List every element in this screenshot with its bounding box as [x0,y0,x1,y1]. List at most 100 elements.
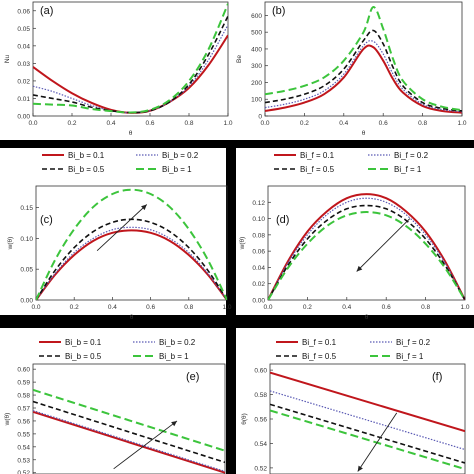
chart-panel-4: 0.52 0.53 0.54 0.55 0.56 0.57 0.58 0.59 0.60 w(θ)… [4,338,226,474]
y-tick-label: 0.15 [20,205,33,212]
x-axis-label: θ [362,130,366,137]
y-tick-label: 0.59 [17,380,30,387]
series-line-2 [33,410,225,472]
legend-entry-2: Bi_f = 0.2 [396,338,431,347]
y-tick-label: 0.01 [17,96,30,103]
series-line-3 [33,400,225,464]
y-axis-label: w(θ) [4,413,11,427]
y-axis-label: Nu [4,54,11,63]
legend-entry-2: Bi_b = 0.2 [162,151,199,160]
series-line-4 [265,6,462,112]
series-line-1 [33,410,225,474]
y-tick-label: 0.03 [17,61,30,68]
panel-label: (c) [40,214,53,226]
y-tick-label: 300 [251,63,262,70]
series-line-4 [33,388,225,452]
x-tick-label: 1.0 [222,304,231,311]
y-tick-label: 0 [258,114,262,121]
y-tick-label: 400 [251,46,262,53]
y-tick-label: 0.02 [252,281,265,288]
x-tick-label: 0.4 [106,120,115,127]
x-tick-label: 1.0 [460,304,469,311]
y-tick-label: 0.56 [254,417,267,424]
legend-entry-3: Bi_f = 0.5 [300,165,335,174]
trend-arrow-head-icon [141,204,147,211]
y-axis-label: w(θ) [239,237,246,251]
series-line-3 [270,403,465,464]
panel-label: (d) [276,214,289,226]
y-tick-label: 100 [251,97,262,104]
series-line-3 [33,15,228,114]
plot-frame [267,185,466,301]
x-axis-label: θ [130,314,134,321]
legend-entry-1: Bi_f = 0.1 [300,151,335,160]
chart-panel-0: 0.00 0.01 0.02 0.03 0.04 0.05 0.06 0.0 0.2 0.4 0.6… [4,1,233,137]
x-tick-label: 1.0 [457,120,466,127]
y-axis-label: θ(θ) [241,413,248,425]
x-axis-label: θ [365,314,369,321]
x-axis-label: θ [129,130,133,137]
legend-entry-2: Bi_f = 0.2 [394,151,429,160]
series-line-1 [268,193,465,300]
trend-arrow-head-icon [356,265,363,272]
panel-separator [226,328,236,474]
y-tick-label: 500 [251,30,262,37]
series-line-2 [268,197,465,300]
y-tick-label: 0.58 [254,392,267,399]
series-line-4 [33,3,228,114]
series-line-1 [36,229,227,300]
y-tick-label: 0.02 [17,78,30,85]
series-line-1 [265,44,462,114]
x-tick-label: 0.4 [342,304,351,311]
x-tick-label: 0.6 [145,120,154,127]
y-tick-label: 0.05 [20,267,33,274]
y-tick-label: 0.06 [17,8,30,15]
panel-separator [0,315,474,328]
chart-panel-2: 0.00 0.05 0.10 0.15 0.0 0.2 0.4 0.6 0.8 1.0 θ w(θ) (… [7,151,232,321]
y-tick-label: 0.00 [20,298,33,305]
panel-label: (a) [40,5,53,17]
y-axis-label: Be [236,55,243,63]
legend-entry-4: Bi_f = 1 [394,165,422,174]
x-tick-label: 0.0 [28,120,37,127]
y-tick-label: 0.53 [17,457,30,464]
panel-label: (e) [186,371,199,383]
y-tick-label: 0.06 [252,249,265,256]
series-line-2 [270,390,465,451]
trend-arrow-shaft [113,420,178,470]
x-tick-label: 0.0 [263,304,272,311]
y-tick-label: 0.52 [254,465,267,472]
x-tick-label: 0.4 [339,120,348,127]
panel-separator [0,140,474,148]
x-tick-label: 1.0 [223,120,232,127]
series-line-2 [265,40,462,113]
trend-arrow-shaft [356,218,411,272]
y-tick-label: 0.12 [252,200,265,207]
y-tick-label: 0.54 [254,441,267,448]
x-tick-label: 0.2 [67,120,76,127]
x-tick-label: 0.8 [421,304,430,311]
legend-entry-3: Bi_b = 0.5 [68,165,105,174]
y-axis-label: w(θ) [7,237,14,251]
y-tick-label: 600 [251,13,262,20]
y-tick-label: 0.56 [17,418,30,425]
legend-entry-1: Bi_f = 0.1 [302,338,337,347]
y-tick-label: 0.00 [252,298,265,305]
y-tick-label: 0.10 [252,216,265,223]
legend-entry-2: Bi_b = 0.2 [159,338,196,347]
y-tick-label: 0.60 [17,367,30,374]
x-tick-label: 0.2 [303,304,312,311]
y-tick-label: 0.00 [17,114,30,121]
plot-frame [32,1,229,117]
panel-separator [226,148,236,315]
x-tick-label: 0.8 [184,120,193,127]
y-tick-label: 200 [251,80,262,87]
series-line-3 [268,204,465,300]
y-tick-label: 0.08 [252,232,265,239]
y-tick-label: 0.05 [17,26,30,33]
plot-frame [35,185,228,301]
x-tick-label: 0.2 [70,304,79,311]
series-line-3 [36,218,227,300]
x-tick-label: 0.0 [31,304,40,311]
